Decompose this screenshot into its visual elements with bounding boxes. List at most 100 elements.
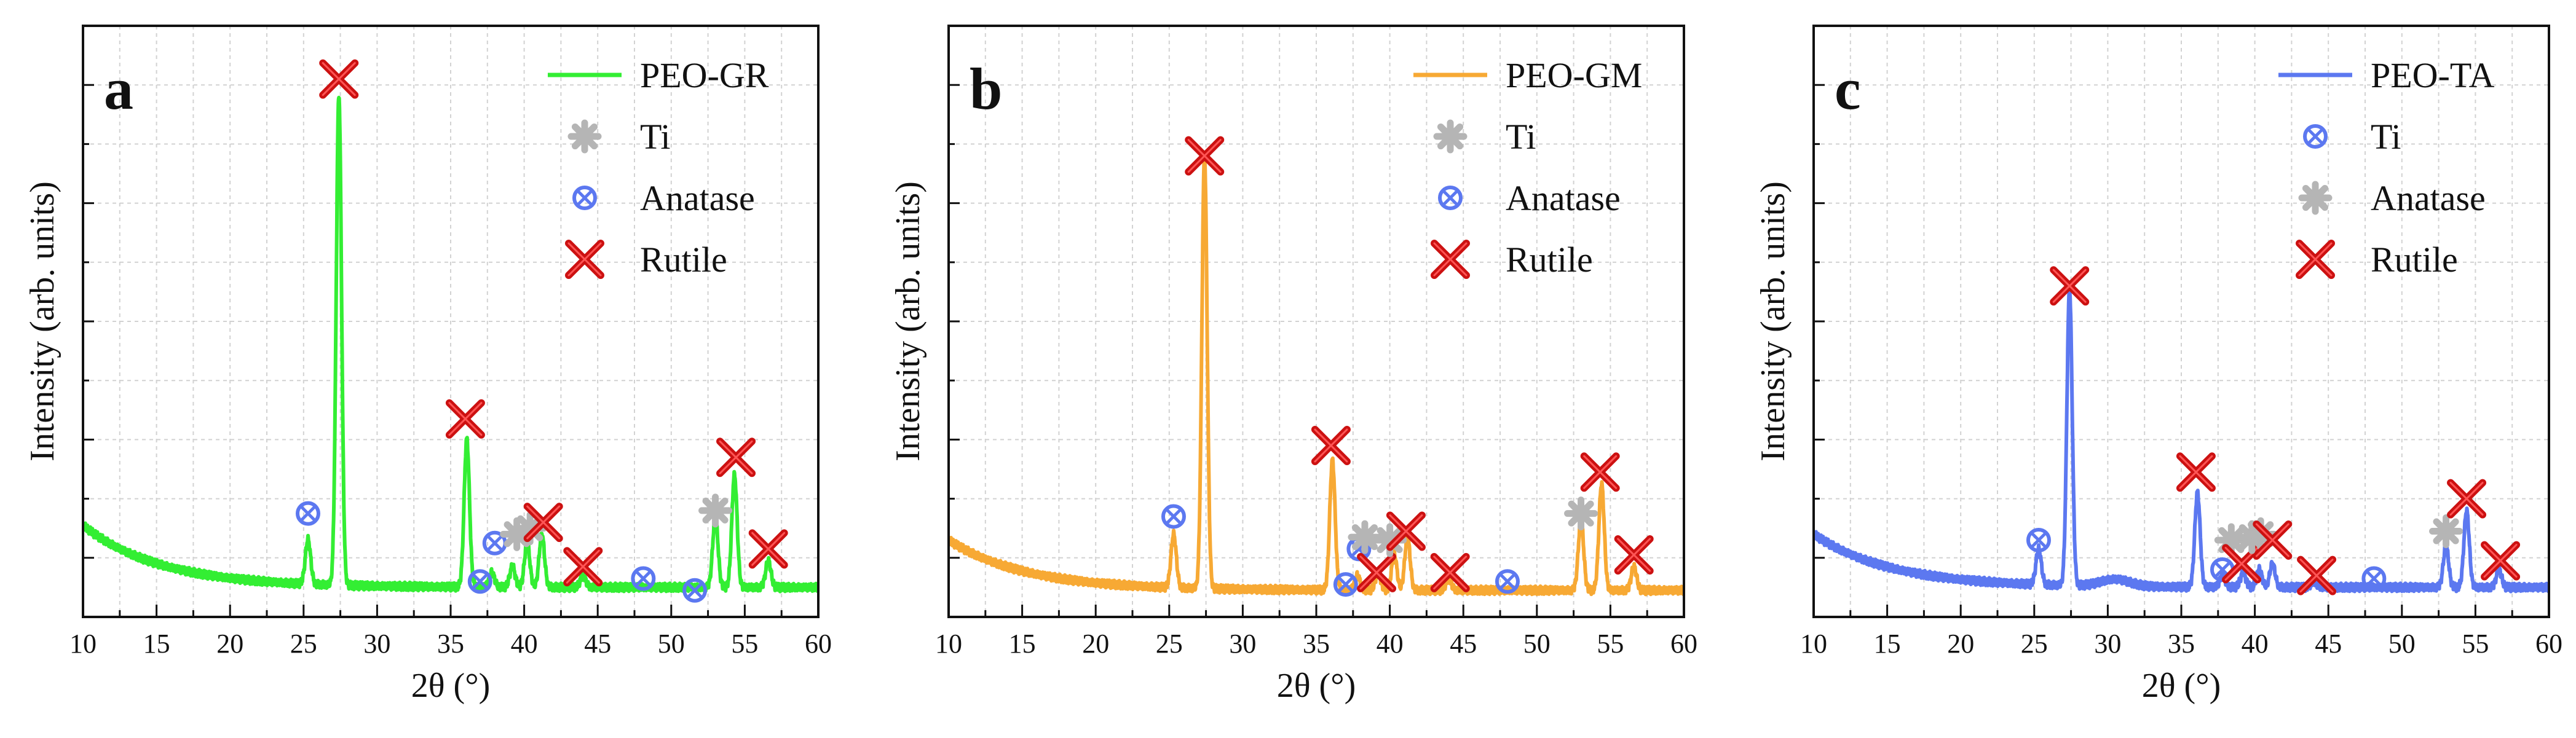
chart-panel-b: 10 15 20 25 30 35 40 45 50 55 60 2θ (°) Intensity (a…	[889, 25, 1697, 705]
phase-marker-circlex	[295, 501, 320, 526]
phase-marker-circlex	[2361, 566, 2387, 591]
x-tick-label: 10	[69, 629, 97, 659]
grid	[949, 26, 1684, 617]
x-tick-label: 20	[216, 629, 243, 659]
phase-marker-bigx	[1311, 426, 1351, 466]
phase-marker-bigx	[1614, 535, 1654, 575]
phase-marker-bigx	[2481, 541, 2521, 581]
phase-marker-bigx	[563, 547, 603, 587]
phase-marker-bigx	[523, 503, 563, 543]
x-tick-label: 50	[2388, 629, 2416, 659]
chart-panel-a: 10 15 20 25 30 35 40 45 50 55 60 2θ (°) Intensity (a…	[23, 25, 832, 705]
x-tick-label: 45	[1450, 629, 1477, 659]
x-tick-label: 15	[1009, 629, 1036, 659]
phase-marker-bigx	[2297, 555, 2337, 595]
chart-panel-c: 10 15 20 25 30 35 40 45 50 55 60 2θ (°) Intensity (a…	[1754, 25, 2562, 705]
phase-marker-star	[1348, 520, 1382, 554]
x-tick-label: 20	[1947, 629, 1974, 659]
x-tick-label: 25	[290, 629, 317, 659]
phase-marker-bigx	[2253, 520, 2293, 560]
x-tick-label: 30	[363, 629, 390, 659]
x-tick-label: 55	[2462, 629, 2489, 659]
phase-marker-bigx	[2447, 479, 2487, 519]
y-axis-title: Intensity (arb. units)	[889, 181, 927, 461]
phase-marker-star	[513, 511, 547, 546]
x-tick-label: 35	[1303, 629, 1330, 659]
phase-marker-bigx	[1185, 136, 1225, 176]
phase-marker-circlex	[2026, 527, 2051, 552]
phase-marker-bigx	[2050, 266, 2090, 306]
legend-swatch-star	[1433, 119, 1468, 154]
x-tick-label: 55	[1597, 629, 1624, 659]
panel-label: b	[970, 56, 1002, 122]
phase-marker-bigx	[1357, 552, 1397, 592]
phase-marker-star	[2429, 514, 2463, 549]
x-tick-label: 25	[1156, 629, 1183, 659]
legend-label: Rutile	[1506, 240, 1593, 280]
legend-label: Anatase	[640, 178, 755, 218]
x-tick-label: 55	[731, 629, 758, 659]
phase-marker-circlex	[467, 569, 492, 594]
legend-label: Ti	[2371, 117, 2401, 157]
legend-swatch-star	[2298, 181, 2333, 215]
x-axis-title: 2θ (°)	[2142, 667, 2221, 705]
phase-marker-circlex	[631, 566, 656, 591]
x-tick-label: 10	[935, 629, 962, 659]
phase-marker-star	[698, 493, 733, 528]
legend-label: Ti	[1506, 117, 1536, 157]
phase-marker-circlex	[1495, 569, 1520, 594]
legend-swatch-circlex	[2303, 124, 2328, 149]
legend-label: Anatase	[2371, 178, 2486, 218]
x-tick-label: 15	[143, 629, 170, 659]
phase-marker-star	[1373, 523, 1407, 557]
legend: PEO-GM Ti Anatase Rutile	[1413, 55, 1642, 280]
panel-label: a	[104, 56, 133, 122]
phase-marker-bigx	[716, 438, 756, 477]
y-axis-title: Intensity (arb. units)	[1754, 181, 1792, 461]
x-tick-label: 40	[511, 629, 538, 659]
grid	[83, 26, 818, 617]
legend-swatch-bigx	[565, 240, 604, 279]
legend-label: Rutile	[2371, 240, 2458, 280]
x-tick-label: 30	[2094, 629, 2121, 659]
x-tick-label: 60	[2535, 629, 2562, 659]
x-tick-label: 40	[2242, 629, 2269, 659]
phase-marker-star	[500, 517, 534, 551]
legend-label: Rutile	[640, 240, 727, 280]
x-tick-label: 50	[658, 629, 685, 659]
phase-marker-star	[2243, 517, 2278, 551]
x-tick-label: 20	[1082, 629, 1109, 659]
phase-marker-bigx	[748, 529, 788, 569]
phase-marker-circlex	[1161, 504, 1186, 529]
phase-marker-star	[1564, 497, 1598, 531]
x-tick-label: 30	[1229, 629, 1256, 659]
legend-label: PEO-TA	[2371, 55, 2495, 95]
grid	[1814, 26, 2549, 617]
phase-marker-bigx	[1430, 552, 1470, 592]
x-tick-label: 45	[584, 629, 611, 659]
x-axis-title: 2θ (°)	[411, 667, 491, 705]
panel-label: c	[1835, 56, 1861, 122]
phase-marker-bigx	[1580, 452, 1620, 492]
y-axis-title: Intensity (arb. units)	[23, 181, 61, 461]
phase-marker-bigx	[445, 399, 485, 439]
legend: PEO-TA Ti Anatase Rutile	[2278, 55, 2495, 280]
x-tick-label: 60	[805, 629, 832, 659]
x-tick-label: 45	[2315, 629, 2342, 659]
x-tick-label: 35	[2168, 629, 2195, 659]
legend-swatch-circlex	[1438, 186, 1463, 210]
phase-marker-circlex	[682, 578, 708, 603]
legend-label: Ti	[640, 117, 671, 157]
x-axis-title: 2θ (°)	[1277, 667, 1356, 705]
legend-label: Anatase	[1506, 178, 1621, 218]
x-tick-label: 60	[1670, 629, 1697, 659]
legend: PEO-GR Ti Anatase Rutile	[548, 55, 769, 280]
phase-marker-bigx	[1386, 511, 1426, 551]
phase-marker-circlex	[1333, 572, 1358, 597]
x-tick-label: 40	[1377, 629, 1404, 659]
x-tick-label: 25	[2021, 629, 2048, 659]
x-tick-label: 15	[1874, 629, 1901, 659]
x-tick-label: 50	[1523, 629, 1551, 659]
legend-swatch-bigx	[2296, 240, 2335, 279]
